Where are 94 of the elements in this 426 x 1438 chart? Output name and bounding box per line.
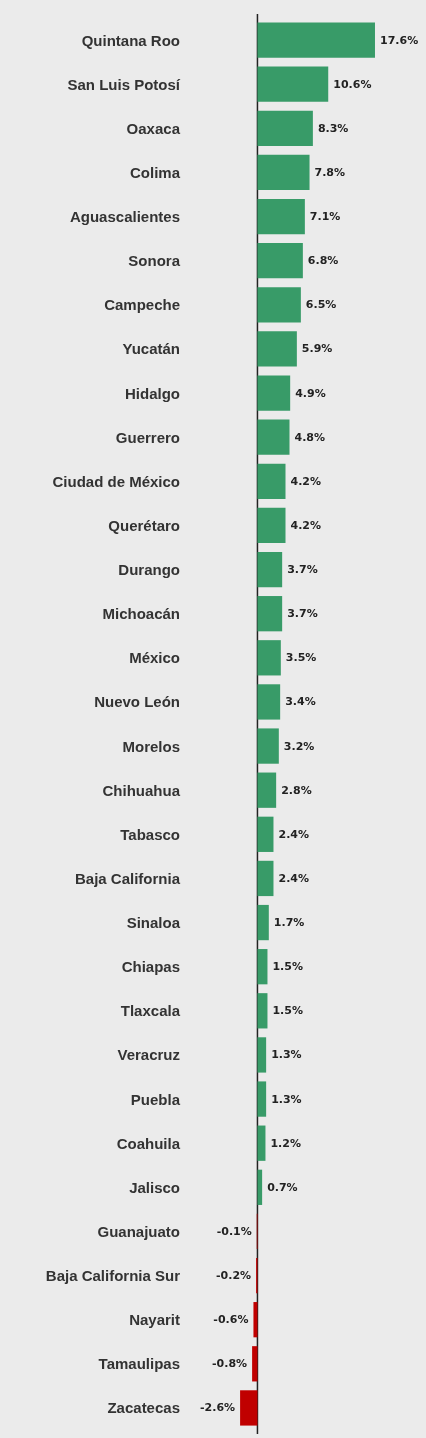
bar — [257, 551, 283, 588]
bar — [257, 728, 279, 764]
bar — [257, 816, 274, 852]
data-label: 1.3% — [271, 1048, 302, 1062]
y-tick-label: Campeche — [104, 296, 180, 314]
y-tick-label: Veracruz — [117, 1046, 180, 1064]
y-tick-label: Durango — [118, 561, 180, 579]
y-tick-label: Jalisco — [129, 1178, 180, 1196]
bar — [257, 1125, 266, 1161]
data-label: 4.2% — [290, 474, 322, 488]
data-label: -0.1% — [216, 1224, 252, 1238]
y-tick-label: Sonora — [128, 252, 181, 270]
y-tick-label: Morelos — [122, 737, 180, 755]
y-tick-label: Coahuila — [116, 1134, 181, 1152]
data-label: 3.5% — [285, 651, 317, 665]
data-label: 1.7% — [273, 916, 305, 930]
y-tick-label: Baja California Sur — [45, 1267, 181, 1285]
data-label: 7.8% — [314, 165, 346, 179]
data-label: 1.5% — [272, 1004, 303, 1018]
bar — [257, 684, 281, 720]
bar — [257, 596, 283, 632]
bar — [257, 331, 297, 367]
y-tick-label: Sinaloa — [126, 914, 181, 932]
data-label: 10.6% — [333, 77, 372, 91]
y-tick-label: Tabasco — [120, 825, 180, 843]
bar — [257, 507, 286, 544]
y-tick-label: Tlaxcala — [120, 1002, 181, 1020]
data-label: 2.8% — [281, 783, 312, 797]
data-label: 6.8% — [307, 254, 339, 268]
bar — [257, 110, 313, 146]
data-label: 0.7% — [267, 1180, 298, 1194]
bar — [257, 904, 269, 941]
y-tick-label: San Luis Potosí — [67, 75, 181, 93]
y-tick-label: Guerrero — [115, 428, 180, 446]
bar — [257, 198, 305, 235]
data-label: 5.9% — [301, 342, 333, 356]
bar — [240, 1390, 258, 1426]
data-label: 2.4% — [278, 871, 309, 885]
bar — [257, 22, 375, 58]
y-tick-label: Michoacán — [102, 605, 180, 623]
y-tick-label: Baja California — [74, 869, 181, 887]
data-label: -2.6% — [200, 1401, 236, 1415]
bar — [257, 772, 277, 808]
data-label: -0.6% — [213, 1313, 249, 1327]
y-tick-label: Querétaro — [108, 516, 180, 534]
data-label: 7.1% — [309, 210, 341, 224]
y-tick-label: Colima — [129, 163, 181, 181]
y-tick-label: Chiapas — [121, 958, 180, 976]
data-label: 1.5% — [272, 960, 303, 974]
y-tick-label: Zacatecas — [107, 1399, 180, 1417]
bar — [257, 154, 310, 191]
y-tick-label: Nayarit — [129, 1311, 180, 1329]
data-label: 4.2% — [290, 518, 322, 532]
bar — [257, 640, 281, 676]
bar — [257, 463, 286, 499]
bar — [257, 375, 291, 411]
data-label: 6.5% — [305, 298, 337, 312]
y-tick-label: Chihuahua — [102, 781, 181, 799]
data-label: 4.9% — [295, 386, 326, 400]
data-label: 3.7% — [287, 563, 318, 577]
bar — [257, 287, 301, 323]
y-tick-label: México — [129, 649, 180, 667]
bar — [257, 66, 329, 102]
y-tick-label: Guanajuato — [97, 1222, 180, 1240]
data-label: 8.3% — [317, 121, 349, 135]
y-tick-label: Yucatán — [122, 340, 180, 358]
bar — [257, 1169, 263, 1205]
data-label: 1.2% — [270, 1136, 301, 1150]
bar — [257, 243, 303, 279]
bar — [252, 1346, 258, 1382]
data-label: 3.7% — [287, 607, 318, 621]
data-label: 3.2% — [283, 739, 315, 753]
data-label: 17.6% — [379, 33, 419, 47]
bar — [257, 1037, 267, 1073]
bar — [257, 860, 274, 897]
y-tick-label: Tamaulipas — [98, 1355, 180, 1373]
y-tick-label: Ciudad de México — [52, 472, 180, 490]
y-tick-label: Nuevo León — [94, 693, 180, 711]
data-label: 4.8% — [294, 430, 326, 444]
y-tick-label: Hidalgo — [125, 384, 180, 402]
data-label: 2.4% — [278, 827, 309, 841]
bar — [257, 419, 290, 455]
data-label: -0.8% — [212, 1357, 248, 1371]
y-tick-label: Aguascalientes — [69, 208, 180, 226]
bar — [253, 1302, 258, 1338]
y-tick-label: Oaxaca — [126, 119, 181, 137]
data-label: 3.4% — [285, 695, 316, 709]
bar — [257, 949, 268, 985]
data-label: -0.2% — [216, 1269, 252, 1283]
bar — [257, 993, 268, 1029]
bar — [257, 1081, 267, 1117]
y-tick-label: Quintana Roo — [81, 31, 180, 49]
data-label: 1.3% — [271, 1092, 302, 1106]
y-tick-label: Puebla — [130, 1090, 181, 1108]
